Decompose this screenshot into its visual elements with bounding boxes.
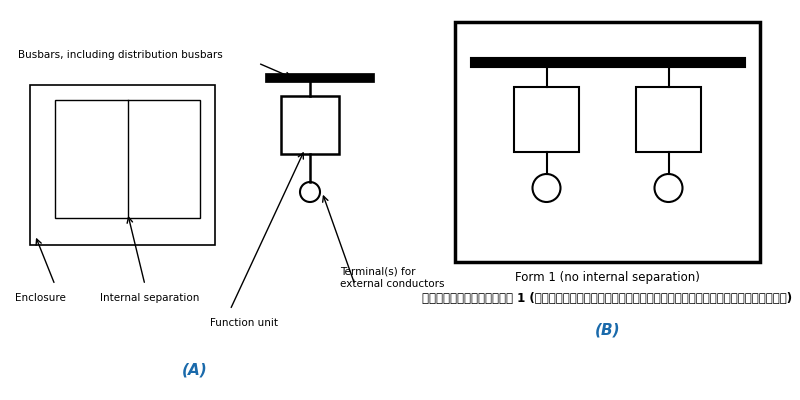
Text: external conductors: external conductors bbox=[340, 279, 445, 289]
Text: Form 1 (no internal separation): Form 1 (no internal separation) bbox=[515, 272, 700, 284]
Text: Enclosure: Enclosure bbox=[15, 293, 66, 303]
Text: Internal separation: Internal separation bbox=[100, 293, 199, 303]
Text: Busbars, including distribution busbars: Busbars, including distribution busbars bbox=[18, 50, 222, 60]
Bar bbox=[636, 87, 701, 152]
Circle shape bbox=[300, 182, 320, 202]
Bar bbox=[30, 85, 215, 245]
Text: ตู้ไฟฟ้าฟอร์ม 1 (ไม่มีอุปกรณ์ปิดกั้นเพื่อแยกส่วนภายใน): ตู้ไฟฟ้าฟอร์ม 1 (ไม่มีอุปกรณ์ปิดกั้นเพื่… bbox=[422, 292, 793, 304]
Bar bbox=[455, 22, 760, 262]
Bar bbox=[281, 96, 339, 154]
Bar bbox=[55, 100, 200, 218]
Circle shape bbox=[654, 174, 682, 202]
Text: Terminal(s) for: Terminal(s) for bbox=[340, 266, 415, 276]
Text: (A): (A) bbox=[182, 362, 208, 378]
Bar bbox=[514, 87, 579, 152]
Circle shape bbox=[533, 174, 561, 202]
Text: Function unit: Function unit bbox=[210, 318, 278, 328]
Text: (B): (B) bbox=[594, 322, 620, 338]
